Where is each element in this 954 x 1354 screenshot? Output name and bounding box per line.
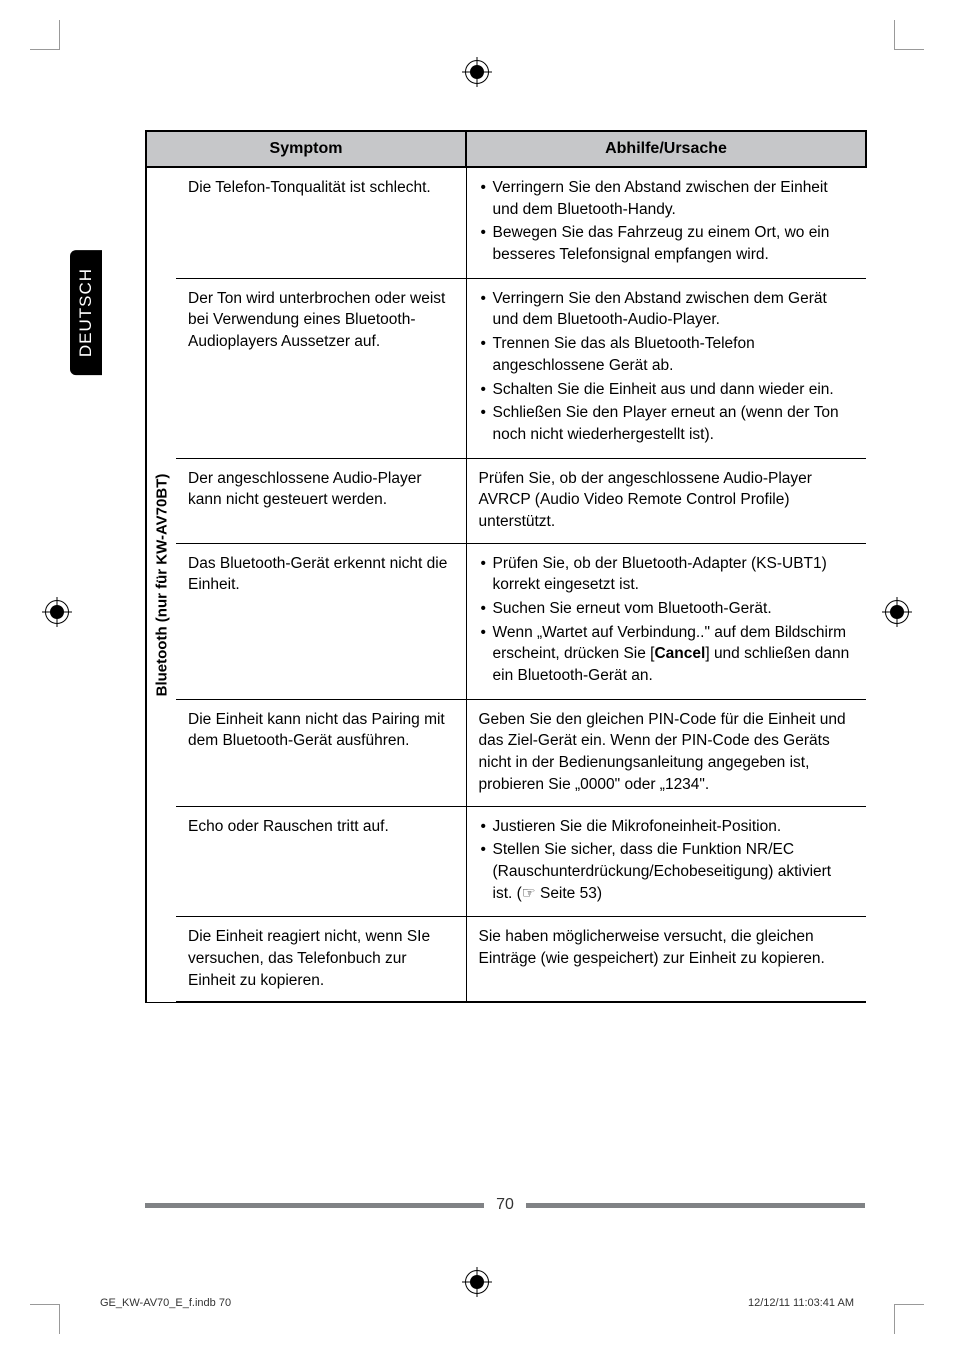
remedy-item: Prüfen Sie, ob der Bluetooth-Adapter (KS… (479, 553, 855, 596)
decorative-bar (145, 1203, 484, 1208)
main-content: Symptom Abhilfe/Ursache Bluetooth (nur f… (145, 130, 865, 1003)
symptom-cell: Die Einheit kann nicht das Pairing mit d… (176, 699, 466, 806)
remedy-item: Bewegen Sie das Fahrzeug zu einem Ort, w… (479, 222, 855, 265)
footer-timestamp: 12/12/11 11:03:41 AM (748, 1297, 854, 1309)
remedy-item: Suchen Sie erneut vom Bluetooth-Gerät. (479, 598, 855, 620)
remedy-item: Wenn „Wartet auf Verbindung.." auf dem B… (479, 622, 855, 687)
crop-mark (30, 1304, 60, 1334)
symptom-cell: Die Einheit reagiert nicht, wenn SIe ver… (176, 917, 466, 1003)
print-footer: GE_KW-AV70_E_f.indb 70 12/12/11 11:03:41… (100, 1297, 854, 1309)
remedy-cell: Prüfen Sie, ob der Bluetooth-Adapter (KS… (466, 543, 866, 699)
symptom-cell: Die Telefon-Tonqualität ist schlecht. (176, 167, 466, 278)
remedy-cell: Prüfen Sie, ob der angeschlossene Audio-… (466, 458, 866, 543)
category-label: Bluetooth (nur für KW-AV70BT) (151, 474, 172, 697)
remedy-item: Verringern Sie den Abstand zwischen der … (479, 177, 855, 220)
symptom-cell: Das Bluetooth-Gerät erkennt nicht die Ei… (176, 543, 466, 699)
language-tab: DEUTSCH (70, 250, 102, 375)
remedy-item: Trennen Sie das als Bluetooth-Telefon an… (479, 333, 855, 376)
header-remedy: Abhilfe/Ursache (466, 131, 866, 167)
troubleshooting-table: Symptom Abhilfe/Ursache Bluetooth (nur f… (145, 130, 867, 1003)
remedy-item: Verringern Sie den Abstand zwischen dem … (479, 288, 855, 331)
symptom-cell: Echo oder Rauschen tritt auf. (176, 806, 466, 917)
page-number: 70 (496, 1196, 514, 1214)
footer-filename: GE_KW-AV70_E_f.indb 70 (100, 1297, 231, 1309)
symptom-cell: Der Ton wird unterbrochen oder weist bei… (176, 278, 466, 458)
remedy-cell: Verringern Sie den Abstand zwischen dem … (466, 278, 866, 458)
crop-mark (894, 1304, 924, 1334)
registration-mark (465, 1270, 489, 1294)
remedy-item: Stellen Sie sicher, dass die Funktion NR… (479, 839, 855, 904)
registration-mark (465, 60, 489, 84)
remedy-cell: Sie haben möglicherweise versucht, die g… (466, 917, 866, 1003)
remedy-cell: Verringern Sie den Abstand zwischen der … (466, 167, 866, 278)
crop-mark (894, 35, 909, 50)
remedy-cell: Geben Sie den gleichen PIN-Code für die … (466, 699, 866, 806)
registration-mark (885, 600, 909, 624)
category-label-cell: Bluetooth (nur für KW-AV70BT) (146, 167, 176, 1002)
crop-mark (45, 35, 60, 50)
header-symptom: Symptom (146, 131, 466, 167)
page-number-bar: 70 (145, 1196, 865, 1214)
remedy-item: Schließen Sie den Player erneut an (wenn… (479, 402, 855, 445)
decorative-bar (526, 1203, 865, 1208)
remedy-item: Schalten Sie die Einheit aus und dann wi… (479, 379, 855, 401)
registration-mark (45, 600, 69, 624)
symptom-cell: Der angeschlossene Audio-Player kann nic… (176, 458, 466, 543)
remedy-item: Justieren Sie die Mikrofoneinheit-Positi… (479, 816, 855, 838)
remedy-cell: Justieren Sie die Mikrofoneinheit-Positi… (466, 806, 866, 917)
